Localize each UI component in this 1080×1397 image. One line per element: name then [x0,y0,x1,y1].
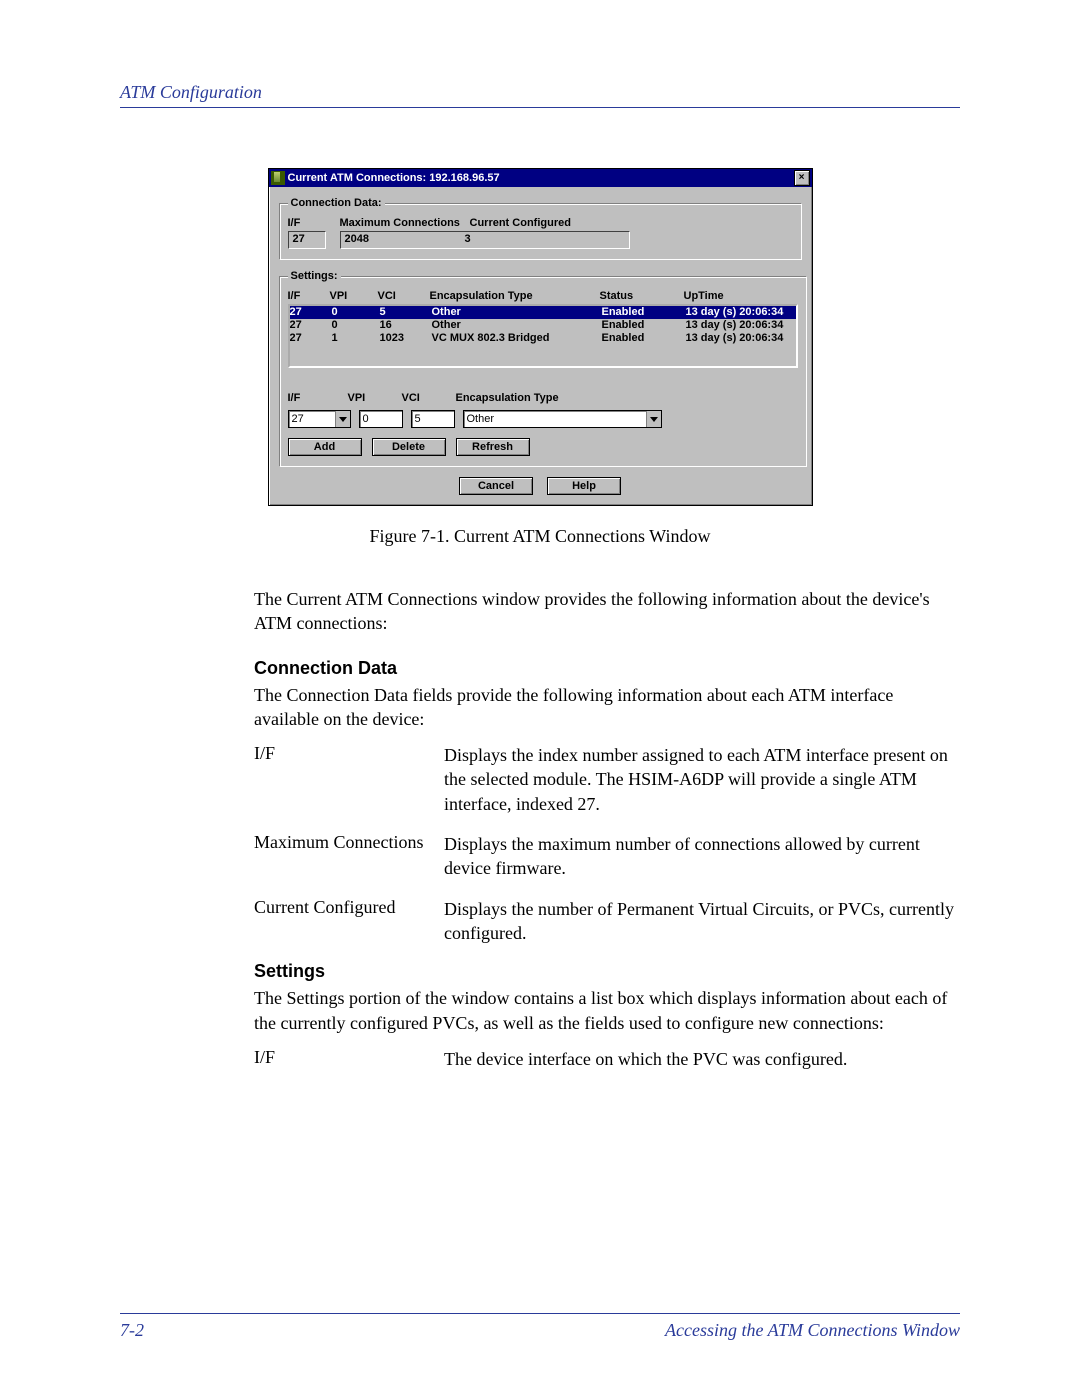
table-row[interactable]: 2705OtherEnabled13 day (s) 20:06:34 [290,306,796,319]
col-vci: VCI [378,290,430,302]
table-row[interactable]: 2711023VC MUX 802.3 BridgedEnabled13 day… [290,332,796,345]
figure-caption: Figure 7-1. Current ATM Connections Wind… [120,526,960,547]
definition-row: I/FThe device interface on which the PVC… [254,1047,960,1071]
cell-status: Enabled [602,306,686,319]
conn-definitions: I/FDisplays the index number assigned to… [254,743,960,945]
intro-paragraph: The Current ATM Connections window provi… [254,587,960,636]
if-value: 27 [288,231,326,249]
col-uptime: UpTime [684,290,794,302]
settings-definitions: I/FThe device interface on which the PVC… [254,1047,960,1071]
atm-connections-window: Current ATM Connections: 192.168.96.57 ×… [268,168,813,506]
max-cfg-field: 2048 3 [340,231,630,249]
cell-up: 13 day (s) 20:06:34 [686,306,796,319]
cell-up: 13 day (s) 20:06:34 [686,332,796,345]
definition-row: Maximum ConnectionsDisplays the maximum … [254,832,960,881]
cfg-label: Current Configured [470,217,571,229]
cell-vpi: 0 [332,306,380,319]
titlebar[interactable]: Current ATM Connections: 192.168.96.57 × [269,169,812,187]
edit-vpi-label: VPI [348,392,402,404]
refresh-button[interactable]: Refresh [456,438,530,456]
cell-enc: VC MUX 802.3 Bridged [432,332,602,345]
edit-enc-label: Encapsulation Type [456,392,646,404]
edit-if-label: I/F [288,392,348,404]
page-number: 7-2 [120,1320,144,1341]
cell-enc: Other [432,306,602,319]
cell-up: 13 day (s) 20:06:34 [686,319,796,332]
cancel-button[interactable]: Cancel [459,477,533,495]
cell-if: 27 [290,319,332,332]
cell-vci: 16 [380,319,432,332]
cell-status: Enabled [602,319,686,332]
col-enc: Encapsulation Type [430,290,600,302]
definition-term: I/F [254,1047,444,1071]
help-button[interactable]: Help [547,477,621,495]
settings-table-header: I/F VPI VCI Encapsulation Type Status Up… [288,290,798,302]
cell-if: 27 [290,332,332,345]
edit-enc-value: Other [467,413,495,425]
col-if: I/F [288,290,330,302]
definition-term: I/F [254,743,444,816]
cell-status: Enabled [602,332,686,345]
settings-legend: Settings: [288,270,341,282]
delete-button[interactable]: Delete [372,438,446,456]
cfg-value: 3 [465,233,471,247]
edit-vci-input[interactable]: 5 [411,410,455,428]
definition-desc: Displays the maximum number of connectio… [444,832,960,881]
edit-vci-value: 5 [415,413,421,425]
edit-enc-combo[interactable]: Other [463,410,662,428]
max-value: 2048 [345,233,465,247]
chevron-down-icon[interactable] [335,411,350,427]
cell-vpi: 1 [332,332,380,345]
table-row[interactable]: 27016OtherEnabled13 day (s) 20:06:34 [290,319,796,332]
definition-desc: Displays the index number assigned to ea… [444,743,960,816]
col-status: Status [600,290,684,302]
page-footer: 7-2 Accessing the ATM Connections Window [120,1313,960,1341]
edit-vpi-input[interactable]: 0 [359,410,403,428]
app-icon [271,171,285,185]
cell-vci: 1023 [380,332,432,345]
close-icon[interactable]: × [794,170,810,186]
settings-listbox[interactable]: 2705OtherEnabled13 day (s) 20:06:3427016… [288,304,798,368]
settings-group: Settings: I/F VPI VCI Encapsulation Type… [279,270,807,467]
cell-vci: 5 [380,306,432,319]
edit-labels: I/F VPI VCI Encapsulation Type [288,392,798,404]
add-button[interactable]: Add [288,438,362,456]
window-title: Current ATM Connections: 192.168.96.57 [288,172,500,184]
edit-vpi-value: 0 [363,413,369,425]
max-label: Maximum Connections [340,217,470,229]
footer-section: Accessing the ATM Connections Window [665,1320,960,1341]
settings-heading: Settings [254,961,960,982]
page-header: ATM Configuration [120,82,960,108]
settings-paragraph: The Settings portion of the window conta… [254,986,960,1035]
edit-vci-label: VCI [402,392,456,404]
cell-vpi: 0 [332,319,380,332]
connection-data-group: Connection Data: I/F 27 Maximum Connecti… [279,197,802,260]
edit-if-value: 27 [292,413,304,425]
chevron-down-icon[interactable] [646,411,661,427]
cell-enc: Other [432,319,602,332]
if-label: I/F [288,217,332,229]
connection-data-legend: Connection Data: [288,197,385,209]
cell-if: 27 [290,306,332,319]
edit-if-combo[interactable]: 27 [288,410,351,428]
definition-desc: Displays the number of Permanent Virtual… [444,897,960,946]
conn-data-heading: Connection Data [254,658,960,679]
definition-desc: The device interface on which the PVC wa… [444,1047,847,1071]
definition-row: I/FDisplays the index number assigned to… [254,743,960,816]
conn-data-paragraph: The Connection Data fields provide the f… [254,683,960,732]
col-vpi: VPI [330,290,378,302]
definition-term: Maximum Connections [254,832,444,881]
definition-row: Current ConfiguredDisplays the number of… [254,897,960,946]
definition-term: Current Configured [254,897,444,946]
